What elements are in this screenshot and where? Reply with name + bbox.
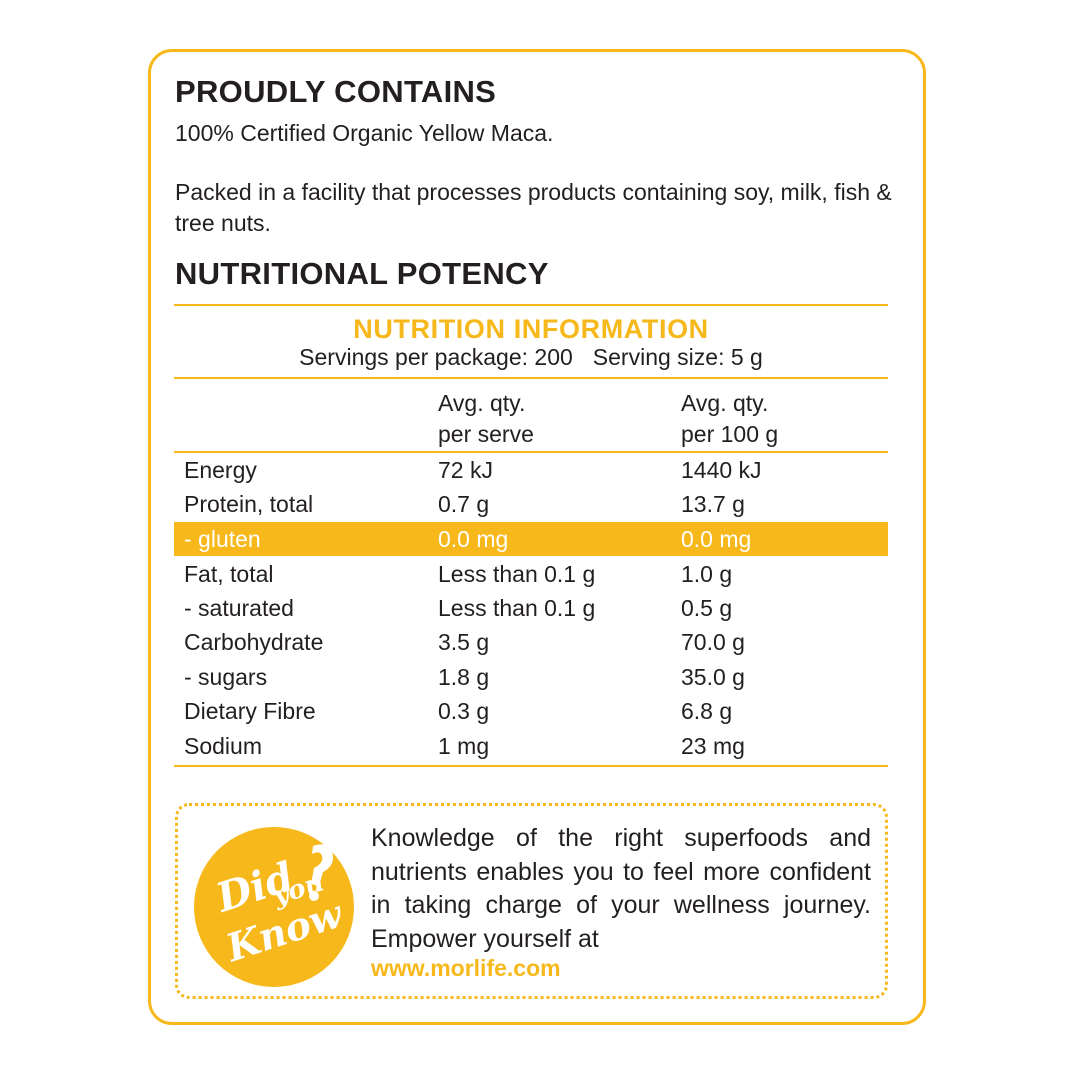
table-row: Fat, total Less than 0.1 g 1.0 g	[174, 557, 888, 591]
nutrition-title: NUTRITION INFORMATION	[353, 314, 709, 344]
qty-per-100g: 6.8 g	[681, 698, 733, 724]
servings-per-package: Servings per package: 200	[299, 344, 573, 370]
nutrient-name: - gluten	[184, 526, 261, 552]
nutrient-name: Sodium	[184, 733, 262, 759]
table-row: Sodium 1 mg 23 mg	[174, 729, 888, 763]
qty-per-100g: 1440 kJ	[681, 457, 762, 483]
qty-per-serve: 3.5 g	[438, 629, 490, 655]
table-row: - saturated Less than 0.1 g 0.5 g	[174, 591, 888, 625]
table-row: Energy 72 kJ 1440 kJ	[174, 453, 888, 487]
table-row: Carbohydrate 3.5 g 70.0 g	[174, 625, 888, 659]
column-header-per-100g: Avg. qty. per 100 g	[681, 388, 778, 450]
ingredients-text: 100% Certified Organic Yellow Maca.	[175, 120, 554, 146]
qty-per-serve: 72 kJ	[438, 457, 493, 483]
qty-per-serve: Less than 0.1 g	[438, 595, 596, 621]
table-bottom-rule	[174, 765, 888, 767]
qty-per-100g: 1.0 g	[681, 561, 733, 587]
qty-per-serve: 0.0 mg	[438, 526, 509, 552]
qty-per-100g: 0.0 mg	[681, 526, 752, 552]
qty-per-100g: 70.0 g	[681, 629, 745, 655]
nutrition-table: NUTRITION INFORMATION Servings per packa…	[174, 304, 888, 767]
column-header-line: Avg. qty.	[438, 390, 526, 416]
column-header-line: Avg. qty.	[681, 390, 769, 416]
qty-per-serve: Less than 0.1 g	[438, 561, 596, 587]
header-rule	[174, 377, 888, 379]
table-row: Dietary Fibre 0.3 g 6.8 g	[174, 694, 888, 728]
badge-circle	[194, 827, 354, 987]
qty-per-serve: 0.7 g	[438, 491, 490, 517]
qty-per-100g: 13.7 g	[681, 491, 745, 517]
qty-per-serve: 0.3 g	[438, 698, 490, 724]
nutrient-name: - saturated	[184, 595, 294, 621]
nutrient-name: Energy	[184, 457, 257, 483]
nutrient-name: Dietary Fibre	[184, 698, 316, 724]
qty-per-serve: 1.8 g	[438, 664, 490, 690]
nutrient-name: Protein, total	[184, 491, 314, 517]
proudly-contains-heading: PROUDLY CONTAINS	[175, 74, 497, 109]
column-header-line: per 100 g	[681, 421, 779, 447]
qty-per-serve: 1 mg	[438, 733, 490, 759]
column-header-per-serve: Avg. qty. per serve	[438, 388, 534, 450]
table-row: - sugars 1.8 g 35.0 g	[174, 660, 888, 694]
qty-per-100g: 35.0 g	[681, 664, 745, 690]
label-card	[148, 49, 926, 1025]
table-row-highlighted: - gluten 0.0 mg 0.0 mg	[174, 522, 888, 556]
nutrient-name: - sugars	[184, 664, 268, 690]
did-you-know-badge-icon: Did you Know	[194, 827, 354, 987]
allergen-text: Packed in a facility that processes prod…	[175, 179, 892, 236]
badge-question-mark-icon	[309, 844, 334, 901]
table-row: Protein, total 0.7 g 13.7 g	[174, 487, 888, 521]
did-you-know-box	[175, 803, 888, 999]
column-header-line: per serve	[438, 421, 534, 447]
serving-size: Serving size: 5 g	[592, 344, 763, 370]
nutritional-potency-heading: NUTRITIONAL POTENCY	[175, 256, 549, 291]
nutrient-name: Fat, total	[184, 561, 274, 587]
qty-per-100g: 23 mg	[681, 733, 745, 759]
serving-info: Servings per package: 200 Serving size: 5…	[174, 344, 888, 371]
did-you-know-text: Knowledge of the right superfoods and nu…	[371, 824, 871, 953]
morlife-website-link[interactable]: www.morlife.com	[371, 955, 561, 981]
qty-per-100g: 0.5 g	[681, 595, 733, 621]
table-top-rule	[174, 304, 888, 306]
nutrient-name: Carbohydrate	[184, 629, 324, 655]
column-header-rule	[174, 451, 888, 453]
